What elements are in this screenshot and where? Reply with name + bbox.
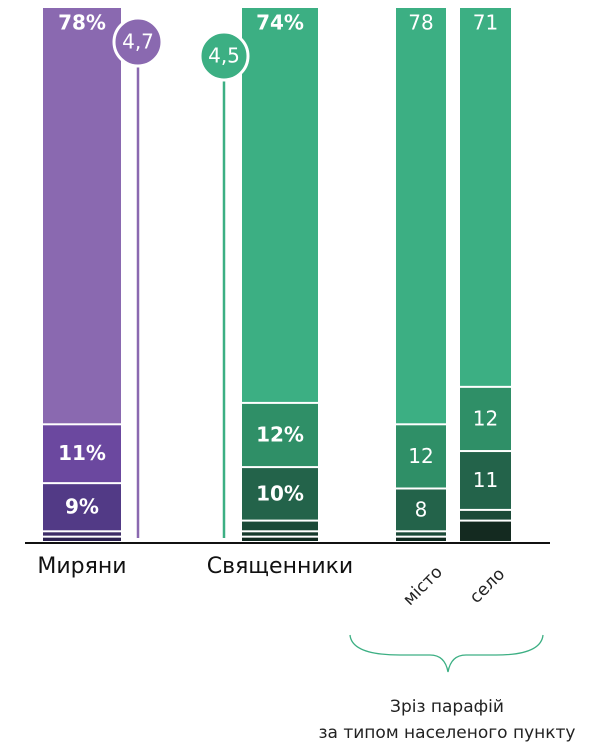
bar-segment (242, 403, 318, 467)
value-label: 74% (256, 11, 304, 35)
group-brace (349, 634, 544, 673)
x-tick-label: Священники (207, 554, 353, 579)
bar-segment (242, 8, 318, 402)
bar-segment (460, 8, 511, 386)
group-label: за типом населеного пункту (319, 723, 576, 743)
value-label: 12% (256, 423, 304, 447)
x-tick-label: Миряни (37, 554, 126, 579)
bar-segment (43, 8, 121, 424)
bar-segment (396, 532, 446, 536)
value-label: 8 (415, 497, 428, 521)
average-label: 4,5 (208, 44, 240, 68)
average-marker (112, 16, 164, 68)
value-label: 12 (408, 444, 433, 468)
value-label: 11% (58, 441, 106, 465)
bar-segment (396, 489, 446, 531)
value-label: 9% (65, 495, 99, 519)
bar-segment (242, 537, 318, 541)
group-label: Зріз парафій (390, 697, 504, 717)
value-label: 10% (256, 481, 304, 505)
average-marker (198, 30, 250, 82)
bar-segment (43, 425, 121, 483)
bar-segment (396, 8, 446, 424)
bar-segment (460, 387, 511, 451)
bar-segment (242, 532, 318, 536)
value-label: 71 (473, 11, 498, 35)
bar-segment (43, 537, 121, 541)
value-label: 78 (408, 11, 433, 35)
bar-segment (460, 521, 511, 541)
bar-segment (43, 484, 121, 531)
bar-segment (396, 425, 446, 488)
value-label: 78% (58, 11, 106, 35)
value-label: 12 (473, 406, 498, 430)
bar-segment (460, 510, 511, 520)
bar-segment (43, 532, 121, 536)
average-label: 4,7 (122, 30, 154, 54)
bar-segment (242, 521, 318, 531)
bar-segment (242, 468, 318, 520)
bar-segment (396, 537, 446, 541)
value-label: 11 (473, 468, 498, 492)
x-tick-label: село (466, 564, 509, 607)
x-tick-label: місто (399, 562, 447, 610)
bar-segment (460, 452, 511, 509)
